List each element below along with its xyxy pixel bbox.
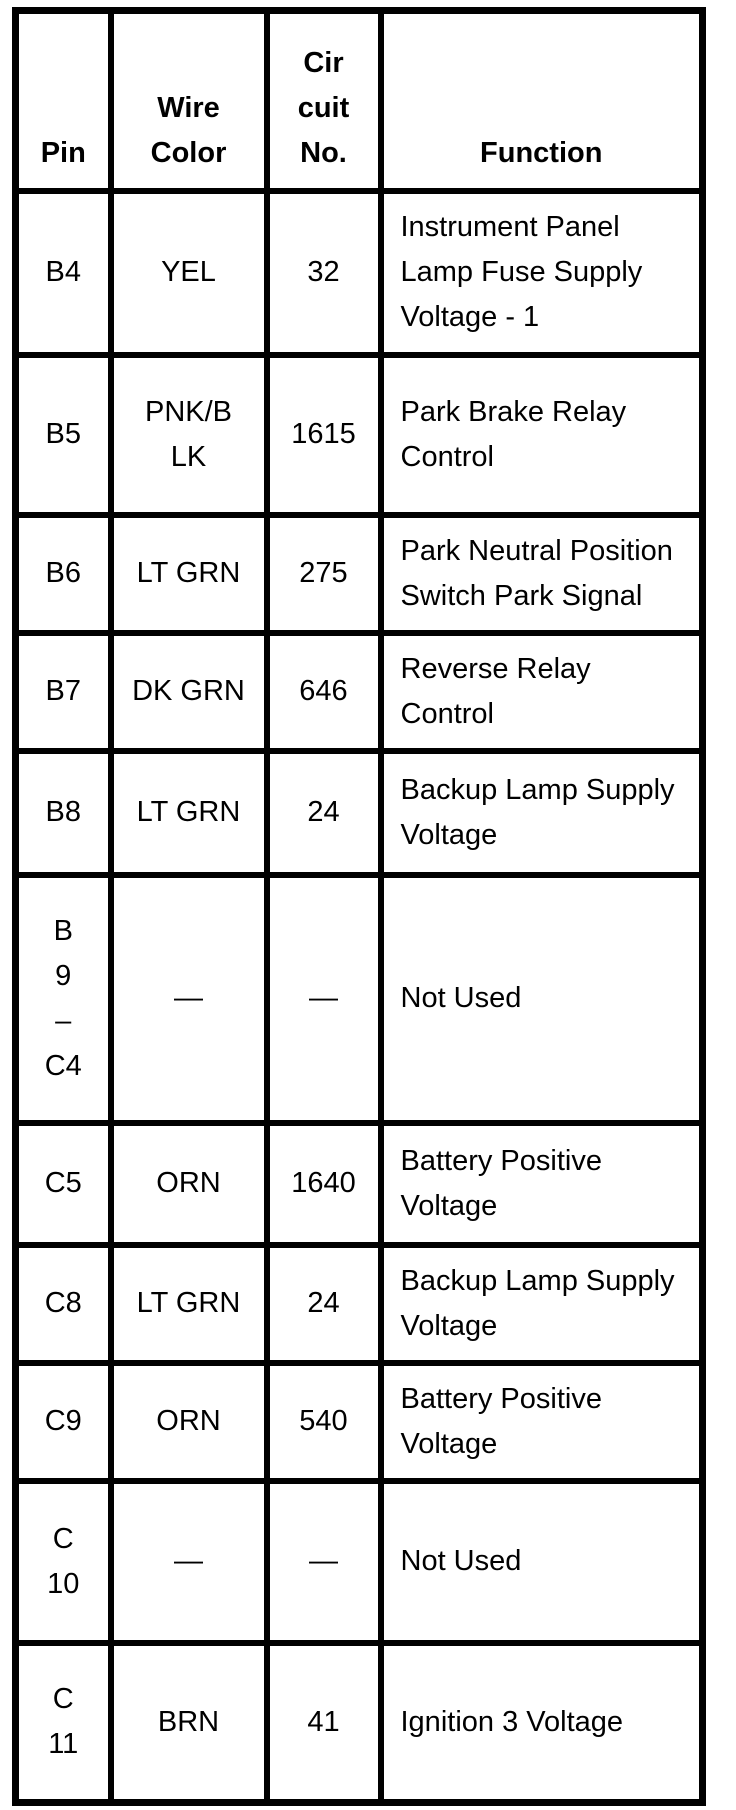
page: Pin Wire Color Cir cuit No. Function B4 … <box>0 7 736 1806</box>
pin-cell: C 10 <box>12 1477 114 1646</box>
pin-cell: C 11 <box>12 1639 114 1806</box>
table-row-c8: C8 LT GRN 24 Backup Lamp Supply Voltage <box>12 1241 706 1366</box>
pin-cell: B7 <box>12 629 114 754</box>
function-cell: Backup Lamp Supply Voltage <box>377 747 706 878</box>
table-row-c11: C 11 BRN 41 Ignition 3 Voltage <box>12 1639 706 1806</box>
wire-color-cell: YEL <box>107 187 270 358</box>
pin-cell: C9 <box>12 1359 114 1484</box>
header-wire-color: Wire Color <box>107 7 270 194</box>
circuit-no-cell: 275 <box>263 511 384 636</box>
function-cell: Park Neutral Position Switch Park Signal <box>377 511 706 636</box>
wire-color-cell: BRN <box>107 1639 270 1806</box>
function-cell: Park Brake Relay Control <box>377 351 706 518</box>
function-cell: Backup Lamp Supply Voltage <box>377 1241 706 1366</box>
table-row-b5: B5 PNK/B LK 1615 Park Brake Relay Contro… <box>12 351 706 518</box>
table-row-b8: B8 LT GRN 24 Backup Lamp Supply Voltage <box>12 747 706 878</box>
pin-cell: C8 <box>12 1241 114 1366</box>
circuit-no-cell: 41 <box>263 1639 384 1806</box>
table-row-b6: B6 LT GRN 275 Park Neutral Position Swit… <box>12 511 706 636</box>
circuit-no-cell: 540 <box>263 1359 384 1484</box>
function-cell: Battery Positive Voltage <box>377 1119 706 1248</box>
pin-cell: B4 <box>12 187 114 358</box>
header-row: Pin Wire Color Cir cuit No. Function <box>12 7 706 194</box>
pin-cell: B5 <box>12 351 114 518</box>
table-row-c10: C 10 — — Not Used <box>12 1477 706 1646</box>
circuit-no-cell: — <box>263 1477 384 1646</box>
pin-cell: B8 <box>12 747 114 878</box>
table-row-c5: C5 ORN 1640 Battery Positive Voltage <box>12 1119 706 1248</box>
wire-color-cell: DK GRN <box>107 629 270 754</box>
function-cell: Not Used <box>377 1477 706 1646</box>
function-cell: Ignition 3 Voltage <box>377 1639 706 1806</box>
wire-color-cell: PNK/B LK <box>107 351 270 518</box>
function-cell: Battery Positive Voltage <box>377 1359 706 1484</box>
circuit-no-cell: 1640 <box>263 1119 384 1248</box>
wire-color-cell: — <box>107 1477 270 1646</box>
wire-color-cell: ORN <box>107 1119 270 1248</box>
function-cell: Instrument Panel Lamp Fuse Supply Voltag… <box>377 187 706 358</box>
table-row-b4: B4 YEL 32 Instrument Panel Lamp Fuse Sup… <box>12 187 706 358</box>
table-row-b7: B7 DK GRN 646 Reverse Relay Control <box>12 629 706 754</box>
pin-cell: B6 <box>12 511 114 636</box>
circuit-no-cell: 24 <box>263 1241 384 1366</box>
wire-color-cell: LT GRN <box>107 1241 270 1366</box>
table-row-c9: C9 ORN 540 Battery Positive Voltage <box>12 1359 706 1484</box>
pin-cell: C5 <box>12 1119 114 1248</box>
header-circuit-no: Cir cuit No. <box>263 7 384 194</box>
wire-color-cell: ORN <box>107 1359 270 1484</box>
pin-cell: B 9 – C4 <box>12 871 114 1126</box>
circuit-no-cell: — <box>263 871 384 1126</box>
wire-color-cell: LT GRN <box>107 511 270 636</box>
circuit-no-cell: 24 <box>263 747 384 878</box>
circuit-no-cell: 1615 <box>263 351 384 518</box>
table-row-b9-c4: B 9 – C4 — — Not Used <box>12 871 706 1126</box>
function-cell: Reverse Relay Control <box>377 629 706 754</box>
circuit-no-cell: 32 <box>263 187 384 358</box>
circuit-no-cell: 646 <box>263 629 384 754</box>
wire-color-cell: LT GRN <box>107 747 270 878</box>
header-function: Function <box>377 7 706 194</box>
function-cell: Not Used <box>377 871 706 1126</box>
wire-color-cell: — <box>107 871 270 1126</box>
connector-pinout-table: Pin Wire Color Cir cuit No. Function B4 … <box>12 7 706 1806</box>
header-pin: Pin <box>12 7 114 194</box>
